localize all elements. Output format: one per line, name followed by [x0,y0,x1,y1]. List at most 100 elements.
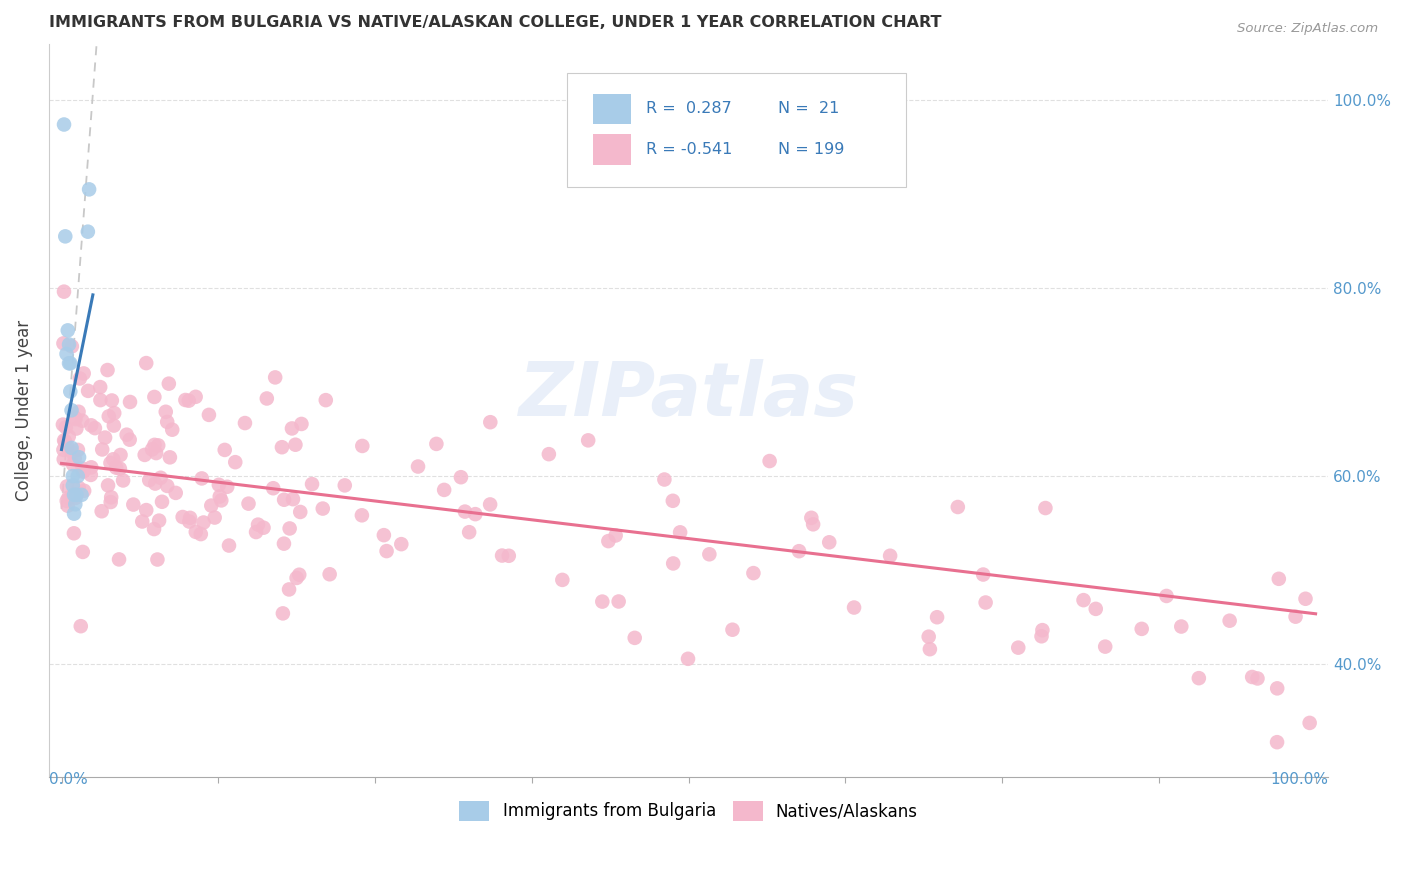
Point [97,409,120,424]
Point [73,367,96,381]
Point [143,522,166,536]
Point [62,478,84,492]
Point [209,493,232,508]
Point [94,431,117,445]
Point [224,455,246,469]
Point [193,516,215,530]
Point [1265,735,1288,749]
Point [184,390,207,404]
Point [281,421,304,435]
Point [190,527,212,541]
Point [96,363,118,377]
Point [58,356,80,370]
FancyBboxPatch shape [567,73,905,186]
Point [676,652,699,666]
Point [742,566,765,580]
Point [312,501,335,516]
Point [59,356,82,370]
Point [65,491,87,505]
Point [143,390,166,404]
Point [721,623,744,637]
Point [131,515,153,529]
Point [63,488,86,502]
Point [278,582,301,597]
FancyBboxPatch shape [592,134,631,165]
Point [80,418,103,433]
Point [66,442,89,457]
Point [787,544,810,558]
Point [576,434,599,448]
Point [110,448,132,462]
Point [1246,672,1268,686]
Point [233,416,256,430]
Point [179,515,201,529]
Point [65,412,87,426]
Point [218,539,240,553]
Point [1295,591,1317,606]
Point [450,470,472,484]
Point [1007,640,1029,655]
Point [264,370,287,384]
Point [55,347,77,361]
Point [290,505,312,519]
Point [669,525,692,540]
Text: N = 199: N = 199 [778,142,845,157]
Point [115,427,138,442]
Point [284,438,307,452]
Point [70,461,93,475]
Point [73,483,96,498]
Point [59,384,82,399]
Point [80,467,103,482]
Point [77,384,100,398]
Point [591,594,613,608]
Point [271,440,294,454]
Point [112,474,135,488]
Point [318,567,340,582]
Point [52,336,75,351]
Point [77,182,100,196]
Point [65,421,87,435]
Point [662,493,685,508]
Point [464,507,486,521]
Point [162,423,184,437]
Point [100,456,122,470]
Point [97,478,120,492]
Point [972,567,994,582]
Point [1298,715,1320,730]
Point [278,521,301,535]
Point [252,521,274,535]
Point [149,471,172,485]
Point [699,547,721,561]
Point [60,441,83,455]
Point [607,594,630,608]
Point [191,471,214,485]
Point [315,393,337,408]
Point [433,483,456,497]
Point [122,498,145,512]
Point [1170,619,1192,633]
Point [55,420,77,434]
Point [70,414,93,428]
Point [623,631,645,645]
Point [491,549,513,563]
Point [208,490,231,504]
Point [1035,501,1057,516]
Point [801,517,824,532]
Text: 100.0%: 100.0% [1270,772,1329,787]
Point [879,549,901,563]
Point [56,479,79,493]
Point [454,505,477,519]
Point [245,524,267,539]
Point [389,537,412,551]
Point [150,495,173,509]
Point [69,371,91,385]
Point [352,439,374,453]
Point [214,442,236,457]
Point [273,492,295,507]
Point [138,473,160,487]
Point [56,499,79,513]
Point [1073,593,1095,607]
Point [974,595,997,609]
Point [80,460,103,475]
Point [1084,602,1107,616]
